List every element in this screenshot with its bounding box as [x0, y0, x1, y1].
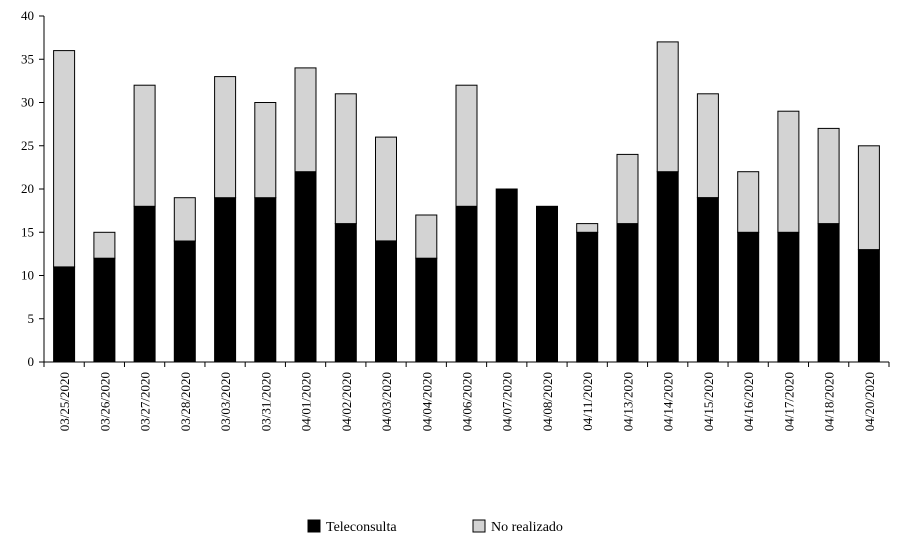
y-tick-label: 10 [21, 268, 34, 283]
legend-label-no-realizado: No realizado [491, 520, 563, 535]
bar-teleconsulta-04-01-2020 [294, 171, 317, 363]
y-tick-label: 30 [21, 95, 34, 110]
bar-no-realizado-04-15-2020 [696, 93, 719, 199]
bar-teleconsulta-03-28-2020 [173, 240, 196, 363]
x-tick-label: 03/28/2020 [178, 372, 193, 431]
y-tick-label: 40 [21, 8, 34, 23]
bar-no-realizado-04-03-2020 [375, 136, 397, 242]
bar-teleconsulta-04-18-2020 [817, 223, 840, 363]
y-tick-label: 35 [21, 51, 34, 66]
y-tick-label: 5 [28, 311, 35, 326]
x-tick-label: 04/02/2020 [339, 372, 354, 431]
legend-label-teleconsulta: Teleconsulta [326, 520, 397, 535]
legend-swatch-teleconsulta [307, 519, 321, 533]
bar-teleconsulta-04-16-2020 [737, 231, 760, 363]
bar-teleconsulta-04-06-2020 [455, 205, 478, 363]
bar-teleconsulta-04-11-2020 [576, 231, 599, 363]
bar-no-realizado-04-18-2020 [817, 127, 840, 225]
x-tick-label: 03/31/2020 [258, 372, 273, 431]
bar-teleconsulta-03-03-2020 [214, 197, 237, 363]
x-tick-label: 03/26/2020 [97, 372, 112, 431]
bar-teleconsulta-03-25-2020 [53, 266, 76, 363]
bar-teleconsulta-04-13-2020 [616, 223, 639, 363]
bar-no-realizado-04-01-2020 [294, 67, 317, 173]
y-tick-label: 15 [21, 224, 34, 239]
x-tick-label: 03/27/2020 [138, 372, 153, 431]
bar-no-realizado-03-28-2020 [173, 197, 196, 242]
bar-teleconsulta-04-15-2020 [696, 197, 719, 363]
x-tick-label: 04/13/2020 [620, 372, 635, 431]
bar-teleconsulta-04-08-2020 [536, 205, 558, 363]
y-tick-label: 0 [28, 354, 35, 369]
bar-no-realizado-03-27-2020 [133, 84, 156, 207]
y-tick-label: 25 [21, 138, 34, 153]
x-tick-label: 04/07/2020 [500, 372, 515, 431]
bars [53, 41, 880, 363]
legend: Teleconsulta No realizado [307, 519, 563, 535]
bar-no-realizado-04-13-2020 [616, 153, 639, 225]
bar-teleconsulta-04-20-2020 [857, 249, 880, 363]
bar-teleconsulta-04-07-2020 [495, 188, 518, 363]
legend-swatch-no-realizado [472, 519, 486, 533]
y-axis: 0 5 10 15 20 25 30 35 40 [21, 8, 45, 369]
bar-no-realizado-03-25-2020 [53, 50, 76, 268]
bar-no-realizado-03-03-2020 [214, 76, 237, 199]
bar-teleconsulta-04-14-2020 [656, 171, 679, 363]
bar-no-realizado-04-06-2020 [455, 84, 478, 207]
bar-no-realizado-04-14-2020 [656, 41, 679, 173]
bar-teleconsulta-03-27-2020 [133, 205, 156, 363]
bar-no-realizado-04-17-2020 [777, 110, 800, 233]
bar-teleconsulta-03-31-2020 [254, 197, 277, 363]
x-tick-label: 04/14/2020 [661, 372, 676, 431]
x-tick-label: 04/15/2020 [701, 372, 716, 431]
bar-no-realizado-03-26-2020 [93, 231, 116, 259]
x-tick-label: 04/01/2020 [299, 372, 314, 431]
x-tick-label: 04/03/2020 [379, 372, 394, 431]
bar-teleconsulta-04-17-2020 [777, 231, 800, 363]
x-tick-label: 04/18/2020 [822, 372, 837, 431]
y-tick-label: 20 [21, 181, 34, 196]
x-tick-label: 03/03/2020 [218, 372, 233, 431]
x-tick-label: 04/06/2020 [460, 372, 475, 431]
bar-teleconsulta-04-02-2020 [334, 223, 357, 363]
x-axis: 03/25/2020 03/26/2020 03/27/2020 03/28/2020… [43, 361, 890, 431]
bar-no-realizado-04-04-2020 [415, 214, 438, 259]
bar-no-realizado-04-11-2020 [576, 223, 599, 233]
bar-no-realizado-04-20-2020 [857, 145, 880, 251]
bar-teleconsulta-03-26-2020 [93, 257, 116, 363]
bar-no-realizado-04-16-2020 [737, 171, 760, 233]
bar-no-realizado-04-02-2020 [334, 93, 357, 225]
x-tick-label: 04/17/2020 [781, 372, 796, 431]
x-tick-label: 04/20/2020 [862, 372, 877, 431]
bar-teleconsulta-04-03-2020 [375, 240, 397, 363]
x-tick-label: 04/08/2020 [540, 372, 555, 431]
x-tick-label: 04/16/2020 [741, 372, 756, 431]
x-tick-label: 04/11/2020 [580, 372, 595, 431]
bar-teleconsulta-04-04-2020 [415, 257, 438, 363]
x-tick-label: 04/04/2020 [419, 372, 434, 431]
x-tick-label: 03/25/2020 [57, 372, 72, 431]
bar-no-realizado-03-31-2020 [254, 102, 277, 199]
